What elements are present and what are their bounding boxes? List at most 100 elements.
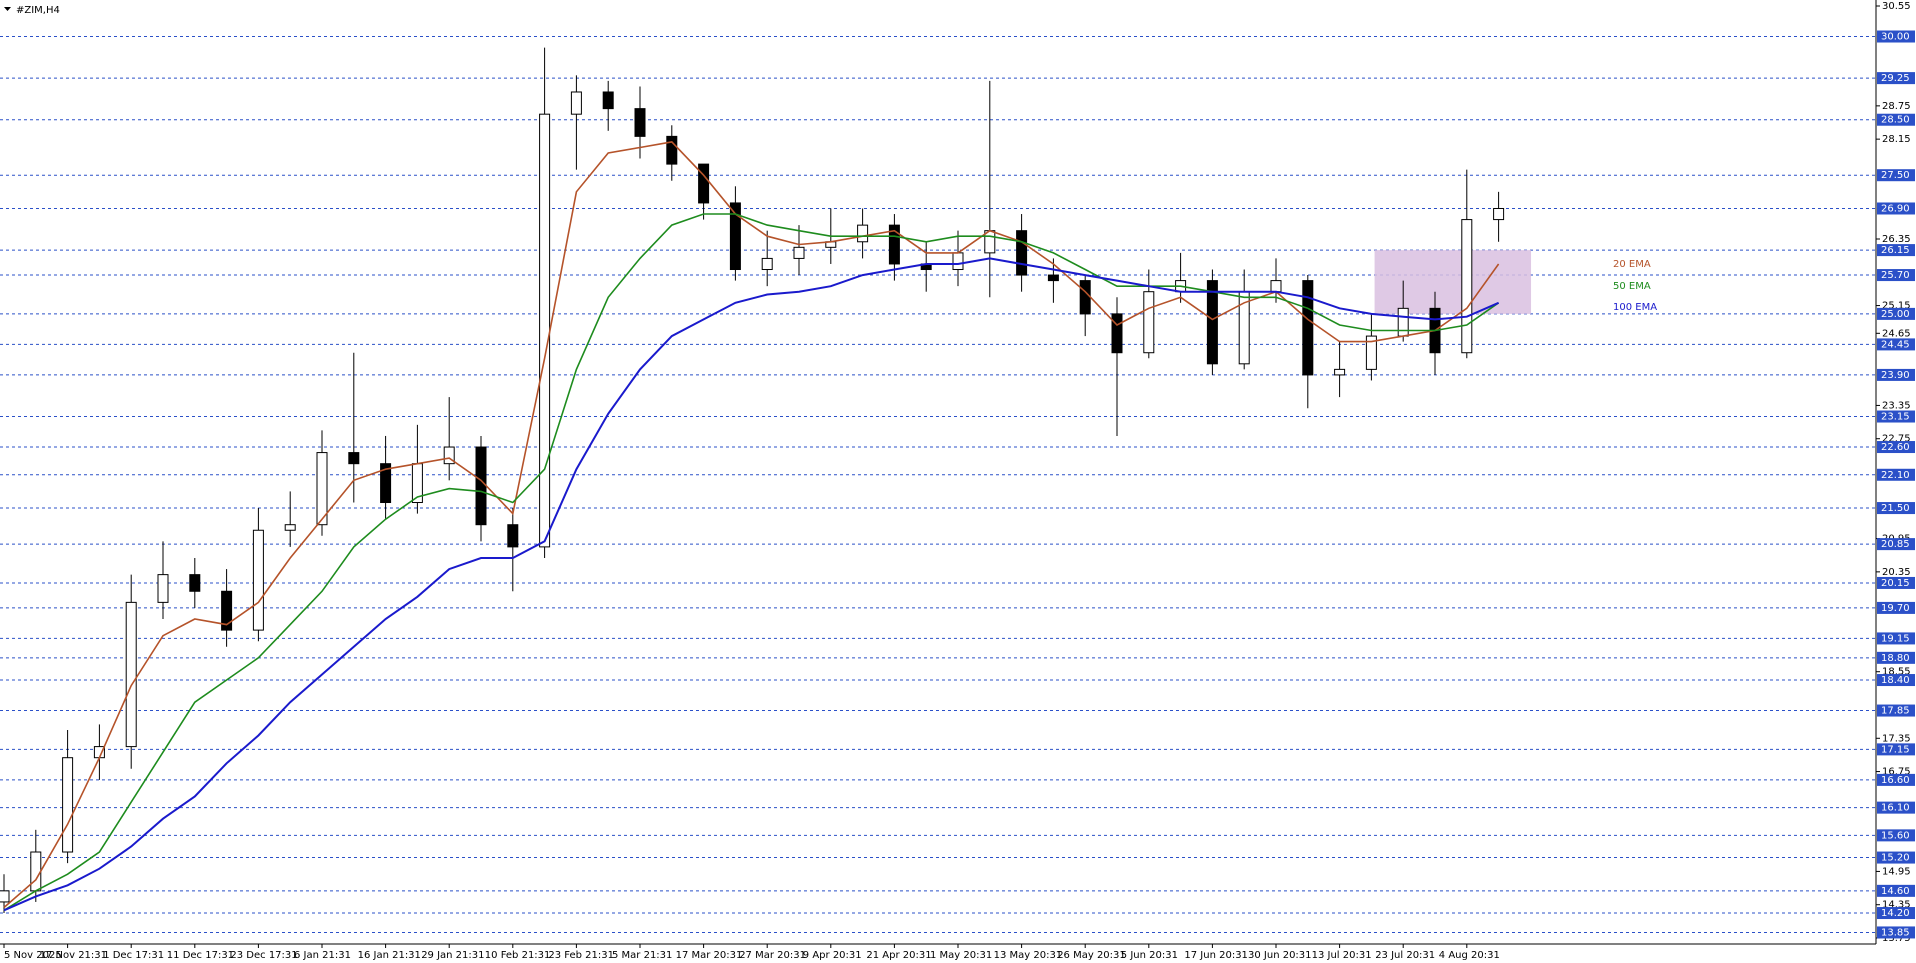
candle-body xyxy=(761,257,773,271)
y-tick-label: 25.15 xyxy=(1882,301,1911,312)
level-label: 23.90 xyxy=(1881,370,1910,381)
x-tick-label: 30 Jun 20:31 xyxy=(1248,950,1312,961)
legend-label: 100 EMA xyxy=(1613,302,1657,313)
level-label-box xyxy=(1877,801,1915,814)
candle-body xyxy=(348,452,360,465)
level-label: 22.10 xyxy=(1881,470,1910,481)
level-label: 24.45 xyxy=(1881,339,1910,350)
level-label: 16.60 xyxy=(1881,775,1910,786)
level-label-box xyxy=(1877,202,1915,215)
x-tick-label: 11 Dec 17:31 xyxy=(167,950,234,961)
x-tick-label: 1 May 20:31 xyxy=(930,950,992,961)
level-label: 22.60 xyxy=(1881,442,1910,453)
level-label-box xyxy=(1877,169,1915,182)
level-label: 25.00 xyxy=(1881,309,1910,320)
menu-arrow[interactable] xyxy=(4,7,11,11)
y-tick-label: 30.55 xyxy=(1882,1,1911,12)
candle-body xyxy=(1397,307,1409,337)
x-tick-label: 23 Feb 21:31 xyxy=(548,950,614,961)
x-tick-label: 21 Apr 20:31 xyxy=(866,950,931,961)
legend-label: 20 EMA xyxy=(1613,259,1651,270)
level-label-box xyxy=(1877,704,1915,717)
candle-body xyxy=(1365,335,1377,370)
candle-body xyxy=(857,224,869,243)
y-tick-label: 13.75 xyxy=(1882,933,1911,944)
candle-body xyxy=(729,202,741,271)
candle-body xyxy=(1302,280,1314,376)
level-label: 14.60 xyxy=(1881,886,1910,897)
level-label-box xyxy=(1877,441,1915,454)
candle-body xyxy=(252,529,264,631)
level-label: 23.15 xyxy=(1881,412,1910,423)
x-tick-label: 5 Jun 20:31 xyxy=(1121,950,1178,961)
level-label-box xyxy=(1877,601,1915,614)
candle-body xyxy=(157,574,169,603)
candle-body xyxy=(316,452,328,526)
level-label: 19.15 xyxy=(1881,633,1910,644)
y-tick-label: 22.75 xyxy=(1882,434,1911,445)
x-tick-label: 17 Mar 20:31 xyxy=(676,950,743,961)
x-tick-label: 5 Mar 21:31 xyxy=(612,950,672,961)
level-label: 26.15 xyxy=(1881,245,1910,256)
level-label: 15.60 xyxy=(1881,830,1910,841)
level-label: 21.50 xyxy=(1881,503,1910,514)
level-label: 18.80 xyxy=(1881,653,1910,664)
candle-body xyxy=(1334,368,1346,376)
candle-body xyxy=(1270,280,1282,293)
level-label: 30.00 xyxy=(1881,32,1910,43)
level-label: 14.20 xyxy=(1881,908,1910,919)
level-label: 13.85 xyxy=(1881,927,1910,938)
candle-body xyxy=(125,601,137,748)
x-tick-label: 27 Mar 20:31 xyxy=(739,950,806,961)
x-tick-label: 17 Jun 20:31 xyxy=(1184,950,1248,961)
zone-box xyxy=(1374,250,1532,314)
candle-body xyxy=(1143,291,1155,354)
candle-body xyxy=(507,524,519,548)
candle-body xyxy=(1461,219,1473,354)
x-tick-label: 5 Nov 2025 xyxy=(4,950,62,961)
y-tick-label: 16.75 xyxy=(1882,767,1911,778)
x-tick-label: 23 Dec 17:31 xyxy=(230,950,297,961)
level-label-box xyxy=(1877,72,1915,85)
level-label-box xyxy=(1877,113,1915,126)
candle-body xyxy=(1111,313,1123,354)
candle-body xyxy=(1206,280,1218,365)
ema-line xyxy=(3,213,1500,911)
candle-body xyxy=(666,135,678,165)
x-tick-label: 29 Jan 21:31 xyxy=(421,950,484,961)
candle-body xyxy=(602,91,614,110)
level-label-box xyxy=(1877,576,1915,589)
y-tick-label: 14.35 xyxy=(1882,900,1911,911)
level-label: 25.70 xyxy=(1881,270,1910,281)
y-tick-label: 23.35 xyxy=(1882,400,1911,411)
level-label-box xyxy=(1877,244,1915,257)
ema-line xyxy=(3,257,1500,912)
x-tick-label: 13 May 20:31 xyxy=(994,950,1063,961)
x-tick-label: 13 Jul 20:31 xyxy=(1312,950,1372,961)
level-label: 29.25 xyxy=(1881,73,1910,84)
level-label-box xyxy=(1877,651,1915,664)
candle-body xyxy=(1493,207,1505,221)
candle-body xyxy=(62,757,74,853)
candle-body xyxy=(793,246,805,259)
x-tick-label: 6 Jan 21:31 xyxy=(294,950,351,961)
level-label-box xyxy=(1877,538,1915,551)
x-tick-label: 10 Feb 21:31 xyxy=(485,950,551,961)
level-label-box xyxy=(1877,907,1915,920)
level-label-box xyxy=(1877,632,1915,645)
candle-body xyxy=(221,590,233,631)
level-label: 20.85 xyxy=(1881,539,1910,550)
level-label-box xyxy=(1877,269,1915,282)
level-label-box xyxy=(1877,829,1915,842)
level-label: 27.50 xyxy=(1881,170,1910,181)
y-tick-label: 28.75 xyxy=(1882,101,1911,112)
level-label: 19.70 xyxy=(1881,603,1910,614)
x-tick-label: 1 Dec 17:31 xyxy=(103,950,164,961)
candle-body xyxy=(1047,274,1059,282)
x-tick-label: 16 Jan 21:31 xyxy=(358,950,421,961)
level-label-box xyxy=(1877,674,1915,687)
y-tick-label: 26.35 xyxy=(1882,234,1911,245)
level-label-box xyxy=(1877,468,1915,481)
x-tick-label: 4 Aug 20:31 xyxy=(1439,950,1500,961)
level-label: 20.15 xyxy=(1881,578,1910,589)
